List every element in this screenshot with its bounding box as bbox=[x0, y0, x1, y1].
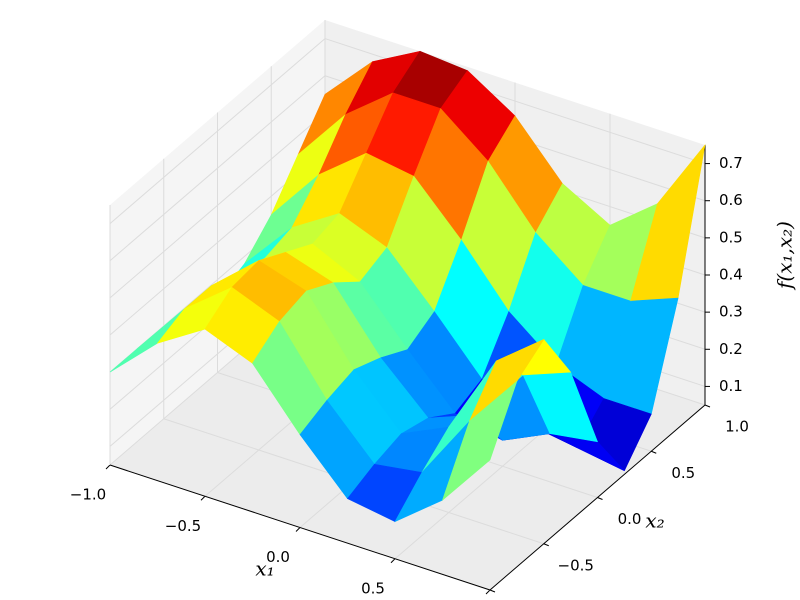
x-tick bbox=[105, 464, 111, 470]
x-axis-label: x₁ bbox=[255, 557, 274, 581]
z-tick-label: 0.6 bbox=[719, 191, 743, 209]
x-tick-label: 0.5 bbox=[361, 579, 385, 597]
z-tick-label: 0.7 bbox=[719, 154, 743, 172]
y-axis-label: x₂ bbox=[645, 509, 664, 533]
y-tick-label: 1.0 bbox=[725, 418, 749, 436]
x-tick-label: 0.0 bbox=[266, 548, 290, 566]
y-tick bbox=[543, 543, 549, 547]
y-tick bbox=[704, 404, 711, 408]
z-tick-label: 0.2 bbox=[719, 340, 743, 358]
x-axis-line bbox=[109, 464, 491, 591]
x-tick bbox=[200, 495, 206, 501]
x-tick-label: −0.5 bbox=[165, 517, 201, 535]
y-tick bbox=[597, 497, 603, 500]
y-tick-label: 0.5 bbox=[671, 464, 695, 482]
x-tick bbox=[295, 527, 301, 532]
x-tick bbox=[485, 589, 491, 595]
y-tick bbox=[489, 589, 496, 593]
grid-line bbox=[109, 112, 326, 299]
z-tick-label: 0.3 bbox=[719, 303, 743, 321]
y-tick bbox=[651, 450, 657, 454]
x-tick bbox=[390, 558, 396, 564]
z-tick-label: 0.5 bbox=[719, 228, 743, 246]
surface-cell bbox=[441, 380, 518, 502]
y-axis-line bbox=[489, 404, 706, 591]
grid-line bbox=[109, 38, 326, 224]
z-axis-label: f(x₁,x₂) bbox=[773, 221, 797, 291]
y-tick-label: 0.0 bbox=[618, 510, 642, 528]
x-tick-label: −1.0 bbox=[70, 486, 106, 504]
z-tick-label: 0.4 bbox=[719, 266, 743, 284]
z-tick-label: 0.1 bbox=[719, 377, 743, 395]
grid-line bbox=[109, 75, 326, 262]
y-tick-label: −0.5 bbox=[558, 556, 594, 574]
